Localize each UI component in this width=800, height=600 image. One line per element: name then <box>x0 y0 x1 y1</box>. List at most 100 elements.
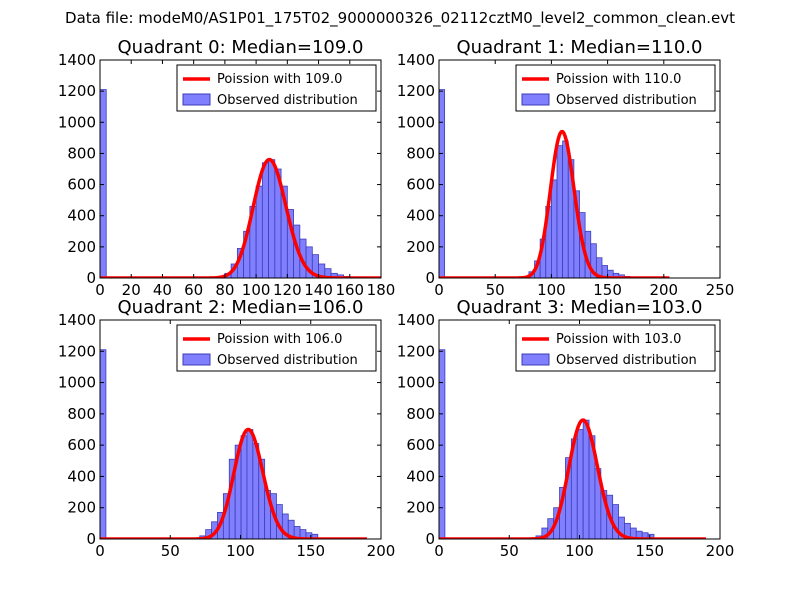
histogram-bar <box>268 159 276 278</box>
x-tick-label: 100 <box>226 542 255 560</box>
legend-bar-swatch <box>521 93 550 106</box>
histogram-bars <box>100 89 351 278</box>
poisson-curve <box>100 157 381 278</box>
histogram-bar <box>100 349 107 539</box>
x-tick-label: 100 <box>242 281 271 299</box>
histogram-bar <box>246 429 254 539</box>
histogram-bar <box>576 429 584 539</box>
y-tick-label: 400 <box>67 207 96 225</box>
poisson-curve <box>439 418 707 539</box>
legend-label-observed: Observed distribution <box>556 353 697 368</box>
y-tick-label: 1000 <box>397 374 435 392</box>
y-tick-label: 200 <box>67 499 96 517</box>
x-tick-label: 150 <box>296 542 325 560</box>
y-tick-label: 200 <box>406 499 435 517</box>
histogram-bars <box>100 349 319 539</box>
legend-label-poisson: Poission with 110.0 <box>556 72 681 87</box>
y-tick-label: 1200 <box>397 82 435 100</box>
y-tick-label: 600 <box>67 436 96 454</box>
x-tick-label: 20 <box>122 281 141 299</box>
y-tick-label: 0 <box>425 269 435 287</box>
y-tick-label: 1000 <box>58 113 96 131</box>
x-tick-label: 50 <box>486 281 505 299</box>
axes-frame <box>438 59 721 279</box>
panel-title: Quadrant 2: Median=106.0 <box>118 297 364 318</box>
poisson-curve <box>100 427 368 539</box>
y-tick-label: 0 <box>86 269 96 287</box>
x-tick-label: 0 <box>434 542 444 560</box>
panel-title: Quadrant 1: Median=110.0 <box>457 37 703 58</box>
x-tick-label: 150 <box>593 281 622 299</box>
legend-label-poisson: Poission with 103.0 <box>556 332 681 347</box>
legend-label-observed: Observed distribution <box>217 353 358 368</box>
x-tick-label: 60 <box>184 281 203 299</box>
y-tick-label: 1200 <box>58 342 96 360</box>
y-tick-label: 1400 <box>397 311 435 329</box>
y-tick-label: 1000 <box>397 113 435 131</box>
axes-frame <box>99 59 382 279</box>
y-tick-label: 800 <box>406 144 435 162</box>
x-tick-label: 200 <box>367 542 396 560</box>
figure-suptitle: Data file: modeM0/AS1P01_175T02_90000003… <box>65 9 735 27</box>
x-tick-label: 200 <box>706 542 735 560</box>
histogram-bars <box>439 89 631 278</box>
y-tick-label: 1400 <box>397 51 435 69</box>
y-tick-label: 800 <box>406 405 435 423</box>
x-tick-label: 0 <box>95 542 105 560</box>
y-tick-label: 800 <box>67 405 96 423</box>
y-tick-label: 200 <box>67 238 96 256</box>
x-tick-label: 0 <box>95 281 105 299</box>
x-tick-label: 200 <box>649 281 678 299</box>
legend-label-poisson: Poission with 109.0 <box>217 72 342 87</box>
x-tick-label: 0 <box>434 281 444 299</box>
y-tick-label: 1000 <box>58 374 96 392</box>
x-tick-label: 140 <box>304 281 333 299</box>
y-tick-label: 400 <box>67 467 96 485</box>
y-tick-label: 0 <box>86 530 96 548</box>
poisson-curve-group <box>439 418 707 539</box>
x-tick-label: 100 <box>565 542 594 560</box>
histogram-bar <box>439 89 446 278</box>
legend-box <box>176 324 377 372</box>
poisson-curve <box>439 129 671 278</box>
y-tick-label: 400 <box>406 467 435 485</box>
y-tick-label: 1200 <box>397 342 435 360</box>
y-tick-label: 600 <box>406 176 435 194</box>
x-tick-label: 150 <box>635 542 664 560</box>
legend-label-poisson: Poission with 106.0 <box>217 332 342 347</box>
x-tick-label: 250 <box>706 281 735 299</box>
histogram-bar <box>556 145 564 278</box>
poisson-curve-group <box>439 129 671 278</box>
y-tick-label: 200 <box>406 238 435 256</box>
histogram-bar <box>261 162 270 278</box>
x-tick-label: 80 <box>215 281 234 299</box>
legend-bar-swatch <box>182 93 211 106</box>
y-tick-label: 0 <box>425 530 435 548</box>
x-tick-label: 180 <box>367 281 396 299</box>
legend-label-observed: Observed distribution <box>217 93 358 108</box>
x-tick-label: 50 <box>500 542 519 560</box>
y-tick-label: 400 <box>406 207 435 225</box>
y-tick-label: 600 <box>67 176 96 194</box>
legend-label-observed: Observed distribution <box>556 93 697 108</box>
y-tick-label: 1400 <box>58 51 96 69</box>
y-tick-label: 1400 <box>58 311 96 329</box>
x-tick-label: 50 <box>161 542 180 560</box>
y-tick-label: 600 <box>406 436 435 454</box>
panel-title: Quadrant 0: Median=109.0 <box>118 37 364 58</box>
poisson-curve-group <box>100 427 368 539</box>
histogram-bar <box>240 435 248 539</box>
histogram-bar <box>551 179 558 278</box>
histogram-bar <box>100 89 107 278</box>
y-tick-label: 800 <box>67 144 96 162</box>
histogram-bar <box>582 419 590 539</box>
x-tick-label: 120 <box>273 281 302 299</box>
histogram-bar <box>255 185 263 278</box>
legend-bar-swatch <box>521 353 550 366</box>
panel-title: Quadrant 3: Median=103.0 <box>457 297 703 318</box>
histogram-bars <box>439 349 655 539</box>
histogram-bar <box>562 140 569 278</box>
histogram-bar <box>439 349 446 539</box>
x-tick-label: 100 <box>537 281 566 299</box>
